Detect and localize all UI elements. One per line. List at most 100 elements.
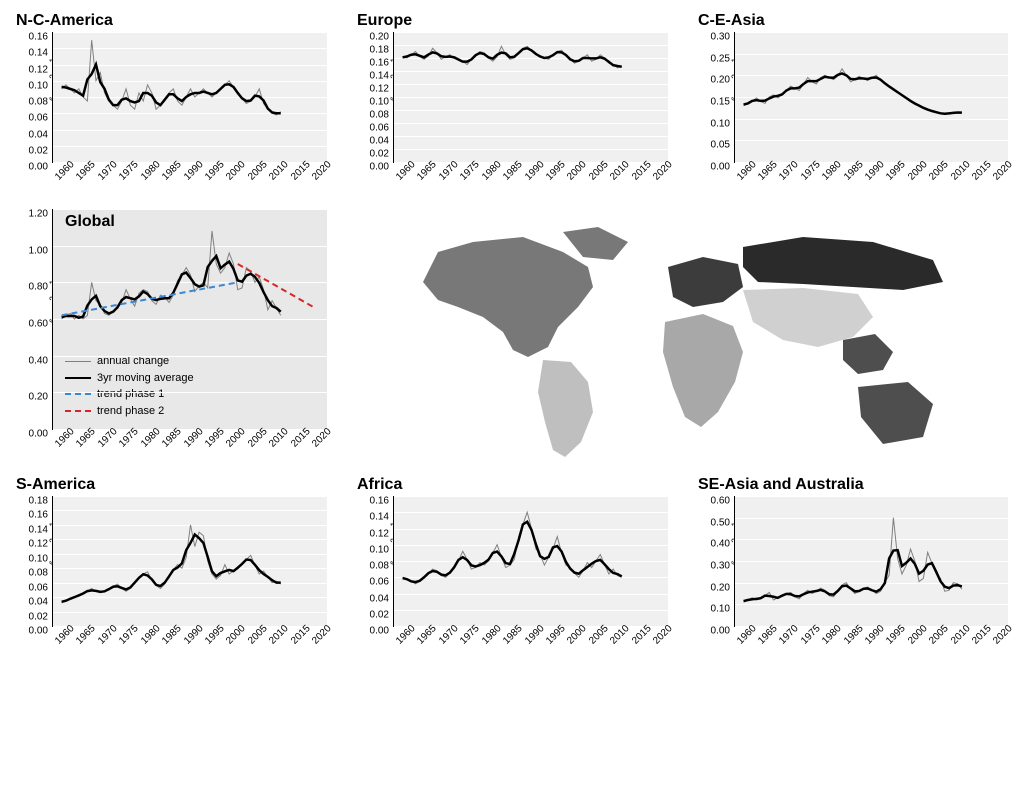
y-tick-label: 0.18 xyxy=(16,496,48,507)
y-tick-label: 0.00 xyxy=(16,429,48,440)
y-tick-label: 0.10 xyxy=(357,544,389,555)
y-tick-label: 0.12 xyxy=(16,539,48,550)
chart-wrap: area (106 km2 a-1) 0.000.020.040.060.080… xyxy=(16,496,327,627)
map-region-seasia xyxy=(843,334,893,374)
panel-title: S-America xyxy=(16,476,327,494)
y-tick-label: 1.20 xyxy=(16,209,48,220)
series-moving-average xyxy=(744,550,962,601)
y-tick-label: 0.14 xyxy=(357,71,389,82)
y-tick-label: 0.06 xyxy=(357,123,389,134)
x-ticks: 1960196519701975198019851990199520002005… xyxy=(393,167,668,197)
y-tick-label: 0.15 xyxy=(698,97,730,108)
y-tick-label: 0.12 xyxy=(357,84,389,95)
y-tick-label: 0.08 xyxy=(16,568,48,579)
y-tick-label: 0.00 xyxy=(698,626,730,637)
y-tick-label: 0.02 xyxy=(357,149,389,160)
y-tick-label: 0.18 xyxy=(357,45,389,56)
plot-area xyxy=(52,496,327,627)
panel-samerica: S-America area (106 km2 a-1) 0.000.020.0… xyxy=(16,476,327,661)
y-tick-label: 0.16 xyxy=(16,32,48,43)
y-tick-label: 0.80 xyxy=(16,282,48,293)
panel-title: Africa xyxy=(357,476,668,494)
plot-area: Global annual change3yr moving averagetr… xyxy=(52,209,327,430)
y-tick-label: 0.06 xyxy=(16,582,48,593)
panel-europe: Europe area (106 km2 a-1) 0.000.020.040.… xyxy=(357,12,668,197)
series-moving-average xyxy=(62,535,281,602)
y-tick-label: 0.12 xyxy=(16,64,48,75)
series-moving-average xyxy=(62,65,281,114)
panel-title: C-E-Asia xyxy=(698,12,1008,30)
y-tick-label: 0.16 xyxy=(16,510,48,521)
y-tick-label: 0.20 xyxy=(357,32,389,43)
y-tick-label: 0.30 xyxy=(698,561,730,572)
figure-grid: N-C-America area (106 km2 a-1) 0.000.020… xyxy=(16,12,1008,661)
y-tick-label: 0.40 xyxy=(16,355,48,366)
y-tick-label: 0.10 xyxy=(16,553,48,564)
y-tick-label: 0.20 xyxy=(698,75,730,86)
plot-area xyxy=(393,32,668,163)
x-ticks: 1960196519701975198019851990199520002005… xyxy=(52,167,327,197)
y-tick-label: 0.14 xyxy=(16,524,48,535)
plot-area xyxy=(52,32,327,163)
y-tick-label: 0.02 xyxy=(16,611,48,622)
trend-line-2 xyxy=(238,264,315,308)
y-tick-label: 0.00 xyxy=(698,162,730,173)
y-tick-label: 0.00 xyxy=(16,162,48,173)
y-tick-label: 0.04 xyxy=(16,597,48,608)
y-tick-label: 0.04 xyxy=(16,129,48,140)
y-tick-label: 0.14 xyxy=(357,512,389,523)
panel-ncamerica: N-C-America area (106 km2 a-1) 0.000.020… xyxy=(16,12,327,197)
panel-global: area (106 km2 a-1) Global annual change3… xyxy=(16,209,327,464)
y-tick-label: 0.20 xyxy=(698,582,730,593)
map-region-africa xyxy=(663,314,743,427)
y-tick-label: 0.20 xyxy=(16,392,48,403)
map-region-samerica xyxy=(538,360,593,457)
y-tick-label: 0.05 xyxy=(698,140,730,151)
y-tick-label: 0.12 xyxy=(357,528,389,539)
panel-ceasia: C-E-Asia area (106 km2 a-1) 0.000.050.10… xyxy=(698,12,1008,197)
panel-seasia: SE-Asia and Australia area (106 km2 a-1)… xyxy=(698,476,1008,661)
y-tick-label: 0.04 xyxy=(357,136,389,147)
y-tick-label: 0.25 xyxy=(698,53,730,64)
panel-title: Europe xyxy=(357,12,668,30)
y-tick-label: 0.40 xyxy=(698,539,730,550)
series-moving-average xyxy=(744,73,962,113)
x-ticks: 1960196519701975198019851990199520002005… xyxy=(52,434,327,464)
y-tick-label: 0.10 xyxy=(698,604,730,615)
y-tick-label: 0.16 xyxy=(357,496,389,507)
y-tick-label: 0.10 xyxy=(698,118,730,129)
panel-africa: Africa area (106 km2 a-1) 0.000.020.040.… xyxy=(357,476,668,661)
y-tick-label: 0.14 xyxy=(16,48,48,59)
y-tick-label: 0.08 xyxy=(16,97,48,108)
y-tick-label: 1.00 xyxy=(16,245,48,256)
y-tick-label: 0.02 xyxy=(357,609,389,620)
chart-wrap: area (106 km2 a-1) Global annual change3… xyxy=(16,209,327,430)
chart-wrap: area (106 km2 a-1) 0.000.020.040.060.080… xyxy=(357,32,668,163)
chart-wrap: area (106 km2 a-1) 0.000.020.040.060.080… xyxy=(16,32,327,163)
plot-area xyxy=(734,496,1008,627)
y-tick-label: 0.16 xyxy=(357,58,389,69)
x-ticks: 1960196519701975198019851990199520002005… xyxy=(734,167,1008,197)
y-tick-label: 0.00 xyxy=(357,626,389,637)
map-region-europe xyxy=(668,257,743,307)
y-tick-label: 0.08 xyxy=(357,561,389,572)
x-ticks: 1960196519701975198019851990199520002005… xyxy=(734,631,1008,661)
series-annual xyxy=(62,40,281,115)
x-ticks: 1960196519701975198019851990199520002005… xyxy=(393,631,668,661)
y-tick-label: 0.60 xyxy=(16,319,48,330)
panel-title: SE-Asia and Australia xyxy=(698,476,1008,494)
panel-title: N-C-America xyxy=(16,12,327,30)
y-tick-label: 0.08 xyxy=(357,110,389,121)
plot-area xyxy=(734,32,1008,163)
chart-wrap: area (106 km2 a-1) 0.000.100.200.300.400… xyxy=(698,496,1008,627)
y-tick-label: 0.00 xyxy=(357,162,389,173)
y-tick-label: 0.04 xyxy=(357,593,389,604)
plot-area xyxy=(393,496,668,627)
series-moving-average xyxy=(403,522,622,582)
y-tick-label: 0.06 xyxy=(16,113,48,124)
series-annual xyxy=(403,512,622,584)
map-region-australia xyxy=(858,382,933,444)
series-annual xyxy=(744,69,962,115)
y-tick-label: 0.50 xyxy=(698,517,730,528)
y-tick-label: 0.06 xyxy=(357,577,389,588)
